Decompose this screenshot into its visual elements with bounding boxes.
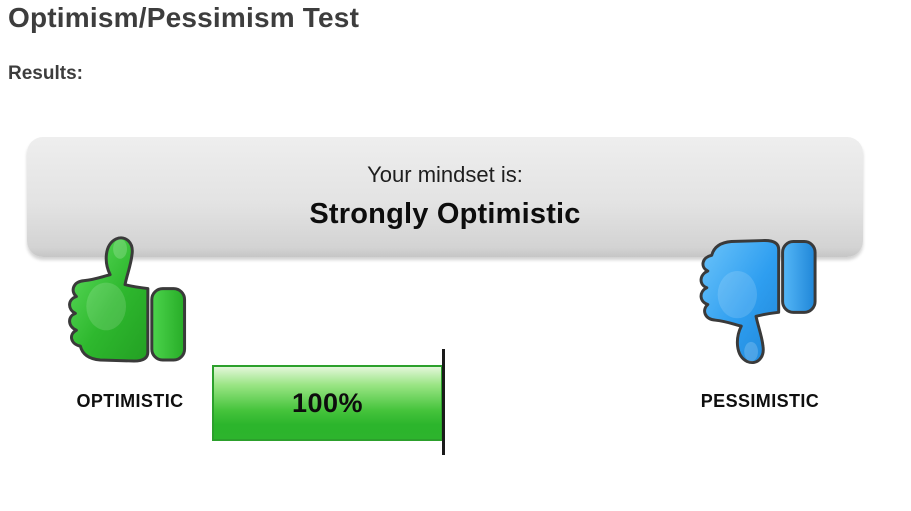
mindset-prompt: Your mindset is: xyxy=(367,162,523,187)
mindset-verdict: Strongly Optimistic xyxy=(309,198,581,230)
optimism-score-bar: 100% xyxy=(212,365,443,441)
thumbs-up-icon xyxy=(68,236,187,363)
results-heading: Results: xyxy=(8,63,83,84)
optimistic-label: OPTIMISTIC xyxy=(76,391,184,411)
score-percent: 100% xyxy=(291,387,364,418)
scale-end-line xyxy=(442,349,445,455)
mindset-result-panel: Your mindset is: Strongly Optimistic xyxy=(27,137,863,257)
thumbs-down-icon xyxy=(699,239,817,364)
pessimistic-label: PESSIMISTIC xyxy=(700,391,820,411)
page-title: Optimism/Pessimism Test xyxy=(8,2,360,33)
